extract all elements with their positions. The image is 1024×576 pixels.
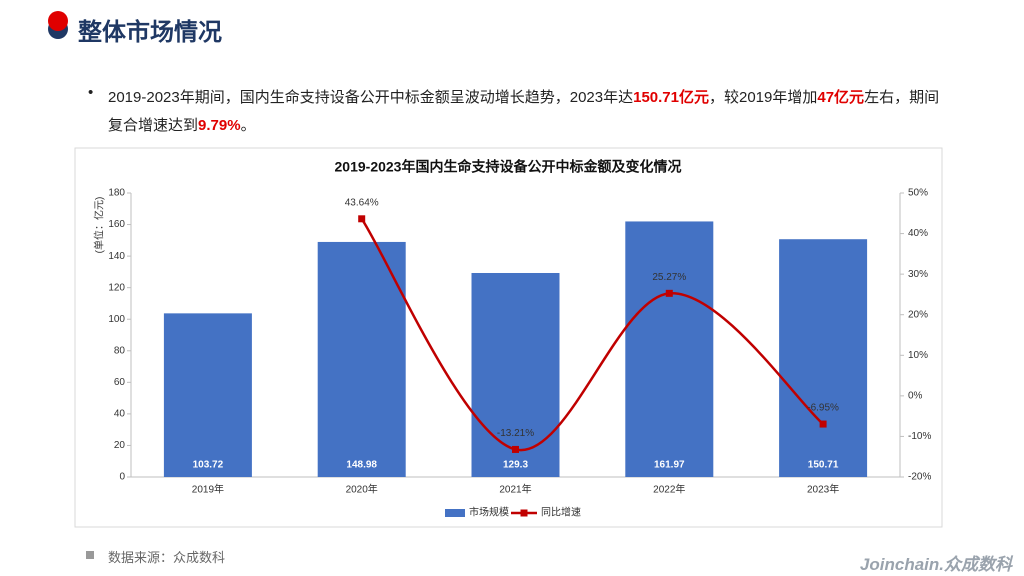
growth-marker [358,215,366,223]
page-title: 整体市场情况 [78,19,222,46]
growth-line [360,218,824,452]
growth-marker [512,445,519,453]
source: 数据来源：众成数科 [108,550,226,565]
bullet-segment: 2019-2023年期间，国内生命支持设备公开中标金额呈波动增长趋势，2023年… [108,89,634,106]
y-axis-label: (单位：亿元) [93,197,106,254]
x-tick-label: 2022年 [653,483,685,496]
bullet-segment: 9.79% [198,117,241,134]
bar-label: 161.97 [654,460,685,471]
y2-tick-label: 0% [908,390,923,401]
y-tick-label: 100 [108,314,125,325]
y2-tick-label: -20% [908,472,931,483]
growth-label: -13.21% [497,428,534,439]
y2-tick-label: 40% [908,228,928,239]
y-tick-label: 40 [114,409,126,420]
y2-tick-label: 10% [908,350,928,361]
legend-swatch [445,509,465,517]
legend-swatch [520,509,528,517]
y-tick-label: 140 [108,251,125,262]
y-tick-label: 80 [114,345,126,356]
x-tick-label: 2019年 [192,483,224,496]
y-tick-label: 180 [108,188,125,199]
y2-tick-label: -10% [908,431,931,442]
legend-label: 同比增速 [541,506,581,519]
source-icon [86,551,94,559]
header-icon [48,11,68,39]
chart-frame [74,147,943,528]
growth-marker [665,289,673,297]
bullet-segment: ，较2019年增加 [709,89,818,106]
bar [625,221,714,477]
bullet-text: 2019-2023年期间，国内生命支持设备公开中标金额呈波动增长趋势，2023年… [108,84,953,140]
bullet-segment: 左右，期间复合增速达到 [108,89,940,134]
bar [779,239,868,477]
chart-title: 2019-2023年国内生命支持设备公开中标金额及变化情况 [335,159,682,175]
x-tick-label: 2021年 [499,483,531,496]
bullet-segment: 150.71亿元 [633,89,709,106]
bar-label: 129.3 [503,460,528,471]
legend-label: 市场规模 [469,506,509,519]
growth-label: -6.95% [807,403,839,414]
bar [163,313,252,477]
y-tick-label: 120 [108,282,125,293]
bar [471,272,560,477]
logo: Joinchain.众成数科 [859,555,1012,574]
y-tick-label: 160 [108,219,125,230]
bar-label: 148.98 [346,460,377,471]
growth-label: 43.64% [345,197,379,208]
y2-tick-label: 20% [908,309,928,320]
x-tick-label: 2023年 [807,483,839,496]
growth-marker [819,420,827,428]
bar [317,241,406,477]
bullet-segment: 47亿元 [817,89,865,106]
bullet-dot: • [88,84,94,101]
y2-tick-label: 50% [908,188,928,199]
bar-label: 103.72 [193,460,224,471]
x-tick-label: 2020年 [346,483,378,496]
y-tick-label: 0 [119,472,125,483]
y-tick-label: 60 [114,377,126,388]
bar-label: 150.71 [808,460,839,471]
y2-tick-label: 30% [908,269,928,280]
growth-label: 25.27% [652,272,686,283]
y-tick-label: 20 [114,440,126,451]
bullet-segment: 。 [240,117,256,134]
